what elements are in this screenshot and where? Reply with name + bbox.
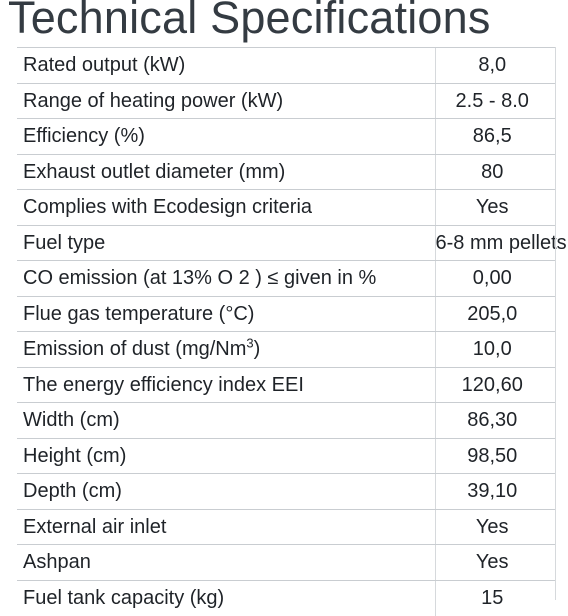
spec-label: Emission of dust (mg/Nm [23,338,247,361]
table-row: Exhaust outlet diameter (mm) 80 [17,154,555,190]
spec-label-container: Emission of dust (mg/Nm3) [17,331,435,368]
table-row: Fuel type 6-8 mm pellets [17,225,567,261]
page-title: Technical Specifications [8,0,491,43]
table-right-border [555,47,556,600]
spec-value: 86,5 [434,118,555,155]
spec-label: The energy efficiency index EEI [17,367,435,403]
spec-label: Fuel type [17,225,435,261]
table-row: Rated output (kW) 8,0 [17,47,555,84]
spec-value: 86,30 [434,402,555,439]
spec-value: Yes [434,544,555,581]
spec-label: Fuel tank capacity (kg) [23,587,225,609]
spec-label: Complies with Ecodesign criteria [17,189,435,226]
spec-value: 205,0 [434,296,555,332]
superscript: 3 [246,335,254,351]
table-row: Height (cm) 98,50 [17,438,555,474]
table-row: Depth (cm) 39,10 [17,473,555,510]
table-row: Range of heating power (kW) 2.5 - 8.0 [17,83,555,119]
table-row: Fuel tank capacity (kg) 15 [17,580,555,616]
spec-label: External air inlet [17,509,435,545]
spec-value: 120,60 [434,367,555,403]
spec-label: Efficiency (%) [17,118,435,155]
table-row: Flue gas temperature (°C) 205,0 [17,296,555,332]
spec-label: Rated output (kW) [17,47,435,84]
spec-value: 8,0 [434,47,555,84]
specifications-table: Rated output (kW) 8,0 Range of heating p… [17,47,567,616]
spec-value: 0,00 [434,260,555,297]
spec-label: Exhaust outlet diameter (mm) [17,154,435,190]
table-row: Emission of dust (mg/Nm3) 10,0 [17,331,555,368]
table-row: The energy efficiency index EEI 120,60 [17,367,555,403]
table-row: External air inlet Yes [17,509,555,545]
spec-label: Range of heating power (kW) [17,83,435,119]
spec-value: 2.5 - 8.0 [434,83,555,119]
spec-value: 15 [434,580,555,616]
spec-label: CO emission (at 13% O 2 ) ≤ given in % [17,260,435,297]
spec-label: Ashpan [17,544,435,581]
spec-value: Yes [434,509,555,545]
spec-label-suffix: ) [253,338,261,361]
spec-label: Height (cm) [17,438,435,474]
spec-value: 6-8 mm pellets [434,225,567,261]
spec-label: Depth (cm) [17,473,435,510]
spec-label: Flue gas temperature (°C) [17,296,435,332]
table-row: Complies with Ecodesign criteria Yes [17,189,555,226]
spec-value: 10,0 [434,331,555,368]
spec-value: 80 [434,154,555,190]
table-row: Ashpan Yes [17,544,555,581]
spec-value: Yes [434,189,555,226]
spec-value: 98,50 [434,438,555,474]
table-row: Width (cm) 86,30 [17,402,555,439]
spec-label: Width (cm) [17,402,435,439]
spec-value: 39,10 [434,473,555,510]
table-row: Efficiency (%) 86,5 [17,118,555,155]
table-row: CO emission (at 13% O 2 ) ≤ given in % 0… [17,260,555,297]
